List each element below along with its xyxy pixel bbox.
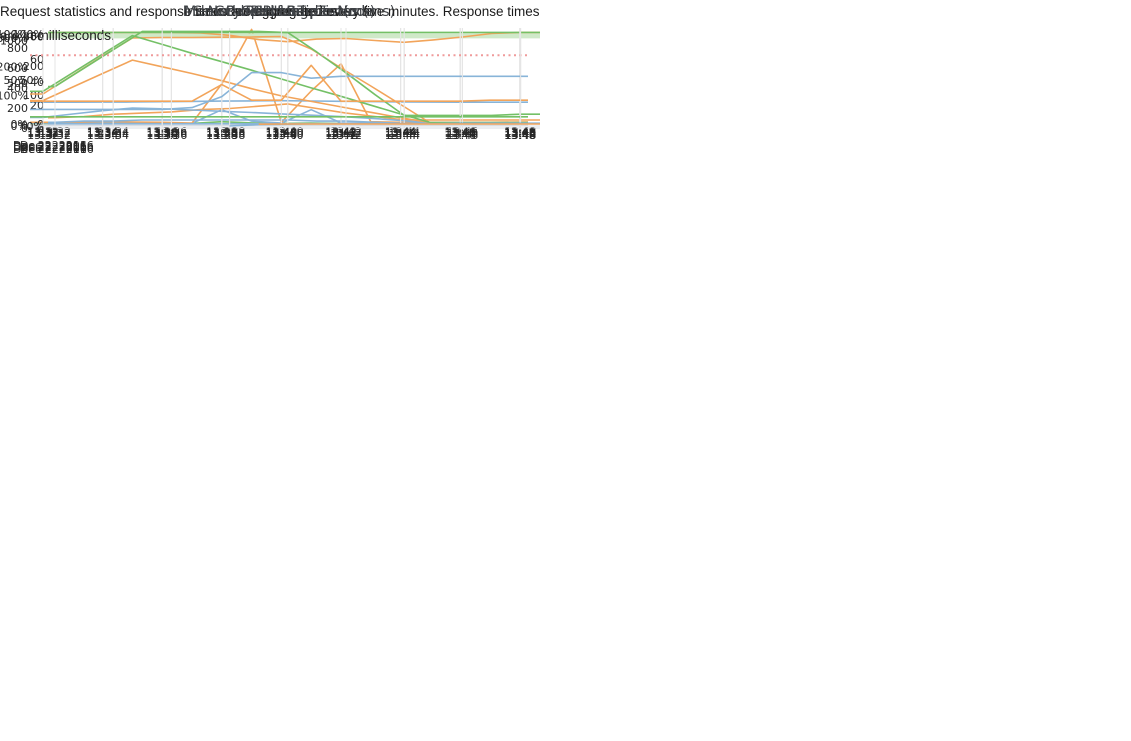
y-tick-label: 50%: [20, 74, 44, 87]
x-tick-label: 13:36: [146, 129, 178, 142]
y-tick-label: 1000: [0, 35, 28, 48]
series-orange: [30, 64, 528, 102]
chart-title: CPU Credits: [253, 4, 335, 20]
x-tick-label: 13:42: [325, 127, 357, 140]
x-tick-label: 13:34: [87, 126, 119, 139]
y-tick-label: 300: [23, 31, 44, 44]
y-tick-label: 0%: [11, 120, 28, 133]
date-label: Dec 22. 2016: [13, 139, 87, 152]
x-tick-label: 13:40: [266, 126, 298, 139]
y-tick-label: 100%: [13, 28, 44, 41]
note-text: Request statistics and response times ar…: [0, 4, 540, 43]
date-label: Dec 22. 2016: [20, 143, 94, 156]
date-label: Dec 22. 2016: [13, 143, 87, 156]
y-tick-label: 100: [23, 89, 44, 102]
chart-memory-pressure-per-node: 0%50%100%13:32 13:34 13:36 13:38 13:40 13:42 1…: [0, 4, 536, 154]
y-tick-label: 0%: [11, 118, 28, 131]
y-tick-label: 500: [7, 77, 28, 90]
date-label: Dec 22. 2016: [20, 139, 94, 152]
x-tick-label: 13:42: [330, 127, 362, 140]
x-tick-label: 13:32: [39, 129, 71, 142]
x-tick-label: 13:48: [505, 129, 537, 142]
x-tick-label: 13:38: [206, 129, 238, 142]
x-tick-label: 13:48: [504, 129, 536, 142]
x-tick-label: 13:46: [447, 127, 479, 140]
x-tick-label: 13:34: [97, 127, 129, 140]
x-tick-label: 13:32: [27, 126, 59, 139]
x-tick-label: 13:32: [27, 127, 59, 140]
y-tick-label: 100%: [0, 89, 28, 102]
x-tick-label: 13:34: [97, 129, 129, 142]
chart-title: Index Response Times (ms): [183, 4, 376, 20]
chart-title: GC overhead per Node: [214, 4, 374, 20]
x-tick-label: 13:40: [272, 127, 304, 140]
chart-title: CPU Usage: [241, 4, 318, 20]
x-tick-label: 13:32: [27, 129, 59, 142]
series-blue: [30, 71, 528, 111]
x-tick-label: 13:48: [504, 127, 536, 140]
chart-title: Memory Pressure per Node: [184, 4, 374, 20]
x-tick-label: 13:44: [385, 127, 417, 140]
y-tick-label: 200: [7, 102, 28, 115]
x-tick-label: 13:48: [505, 127, 537, 140]
y-tick-label: 200: [23, 60, 44, 73]
x-tick-label: 13:36: [146, 126, 178, 139]
x-tick-label: 13:42: [325, 129, 357, 142]
x-tick-label: 13:42: [325, 126, 357, 139]
x-tick-label: 13:44: [388, 127, 420, 140]
x-tick-label: 13:38: [206, 126, 238, 139]
y-tick-label: 80: [30, 30, 44, 43]
x-tick-label: 13:34: [87, 127, 119, 140]
x-tick-label: 13:46: [447, 129, 479, 142]
x-tick-label: 13:46: [444, 127, 476, 140]
x-tick-label: 13:40: [272, 129, 304, 142]
y-tick-label: 0: [21, 119, 28, 132]
date-label: Dec 22. 2016: [20, 141, 94, 154]
aggregation-note: Request statistics and response times ar…: [0, 0, 549, 48]
date-label: Dec 22. 2016: [13, 140, 87, 153]
y-tick-label: 60: [30, 53, 44, 66]
x-tick-label: 13:40: [266, 129, 298, 142]
chart-title: Number of Requests: [208, 4, 351, 20]
y-tick-label: 200%: [0, 61, 28, 74]
x-tick-label: 13:38: [214, 129, 246, 142]
y-tick-label: 600: [7, 62, 28, 75]
y-tick-label: 400: [7, 82, 28, 95]
y-tick-label: 0%: [27, 120, 44, 133]
y-tick-label: 0: [21, 122, 28, 135]
x-tick-label: 13:48: [504, 126, 536, 139]
x-tick-label: 13:42: [330, 129, 362, 142]
y-tick-label: 800: [7, 42, 28, 55]
date-label: Dec 22. 2016: [13, 141, 87, 154]
y-tick-label: 300%: [0, 32, 28, 45]
x-tick-label: 13:44: [385, 129, 417, 142]
x-tick-label: 13:44: [388, 129, 420, 142]
x-tick-label: 13:46: [444, 129, 476, 142]
x-tick-label: 13:38: [206, 127, 238, 140]
chart-cell-memory-pressure: 0% 50% 100% 13:32 13:34 13:36 13:38 13:40 13:42 1…: [0, 0, 565, 161]
x-tick-label: 13:44: [385, 126, 417, 139]
chart-cell-gc-overhead: 0% 50% 100% 13:32 13:34 13:36 13:38 13:40 13:42 1…: [0, 0, 566, 161]
chart-gc-overhead-per-node: 0%50%100%13:32 13:34 13:36 13:38 13:40 13:42 1…: [13, 4, 540, 154]
y-tick-label: 50%: [4, 74, 28, 87]
x-tick-label: 13:34: [87, 129, 119, 142]
y-tick-label: 40: [30, 76, 44, 89]
x-tick-label: 13:32: [39, 127, 71, 140]
x-tick-label: 13:36: [156, 129, 188, 142]
x-tick-label: 13:36: [146, 127, 178, 140]
chart-title: Search Response Times (ms): [193, 4, 395, 20]
x-tick-label: 13:46: [444, 126, 476, 139]
x-tick-label: 13:40: [266, 127, 298, 140]
x-tick-label: 13:36: [156, 127, 188, 140]
y-tick-label: 100%: [0, 28, 28, 41]
y-tick-label: 0: [37, 122, 44, 135]
x-tick-label: 13:38: [214, 127, 246, 140]
